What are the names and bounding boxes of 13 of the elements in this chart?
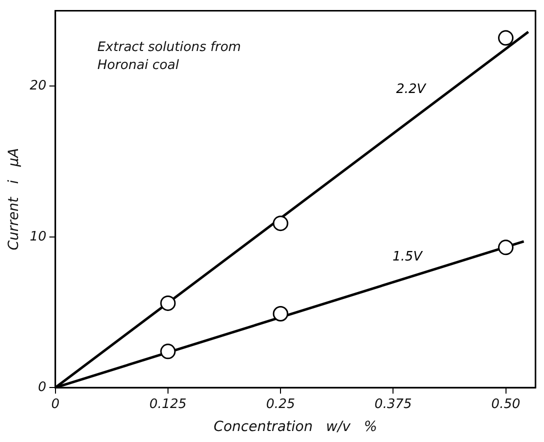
y-tick-label: 20 [30,78,46,94]
x-tick-label: 0.50 [491,396,520,412]
y-tick-label: 0 [38,380,46,395]
x-tick-label: 0.25 [266,396,296,412]
y-axis-title: Current i μA [6,148,22,250]
x-tick-label: 0 [51,396,60,412]
annotation: Extract solutions from Horonai coal [97,40,241,73]
y-tick-label: 10 [30,229,46,244]
x-tick-label: 0.125 [149,396,187,412]
x-axis-title: Concentration w/v % [214,419,378,436]
series-label: 1.5V [392,250,424,265]
series-label: 2.2V [396,82,427,98]
x-tick-label: 0.375 [374,396,412,412]
